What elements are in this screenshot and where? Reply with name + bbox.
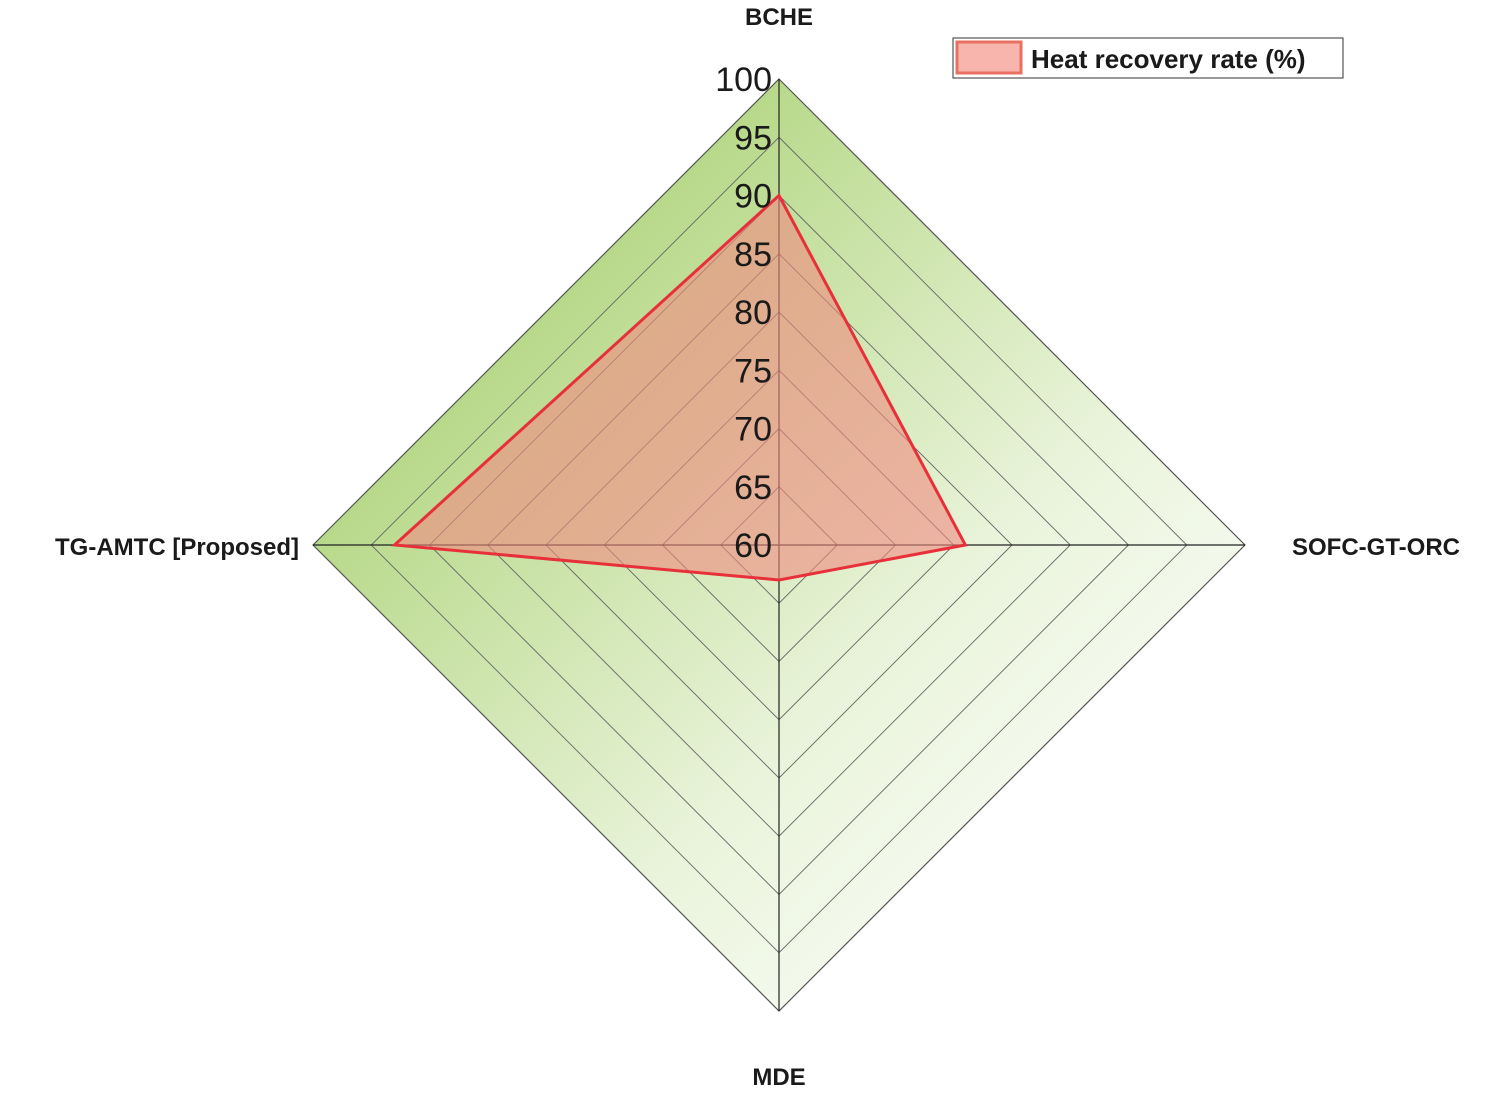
legend-swatch — [955, 40, 1023, 75]
axis-label: MDE — [752, 1064, 805, 1091]
tick-label: 75 — [734, 352, 772, 390]
series-area — [391, 193, 968, 582]
axis-labels: BCHE SOFC-GT-ORC MDE TG-AMTC [Proposed] — [55, 4, 1460, 1091]
tick-label: 65 — [734, 469, 772, 507]
tick-labels: 60 65 70 75 80 85 90 95 100 — [715, 61, 772, 565]
axis-label: TG-AMTC [Proposed] — [55, 534, 299, 561]
series-layer — [391, 193, 968, 582]
tick-label: 100 — [715, 61, 772, 99]
legend-label: Heat recovery rate (%) — [1031, 44, 1306, 74]
tick-label: 70 — [734, 411, 772, 449]
tick-label: 95 — [734, 119, 772, 157]
legend: Heat recovery rate (%) — [952, 37, 1344, 79]
tick-label: 60 — [734, 527, 772, 565]
tick-label: 85 — [734, 236, 772, 274]
tick-label: 90 — [734, 178, 772, 216]
axis-label: BCHE — [745, 4, 813, 31]
tick-label: 80 — [734, 294, 772, 332]
axis-label: SOFC-GT-ORC — [1292, 534, 1460, 561]
